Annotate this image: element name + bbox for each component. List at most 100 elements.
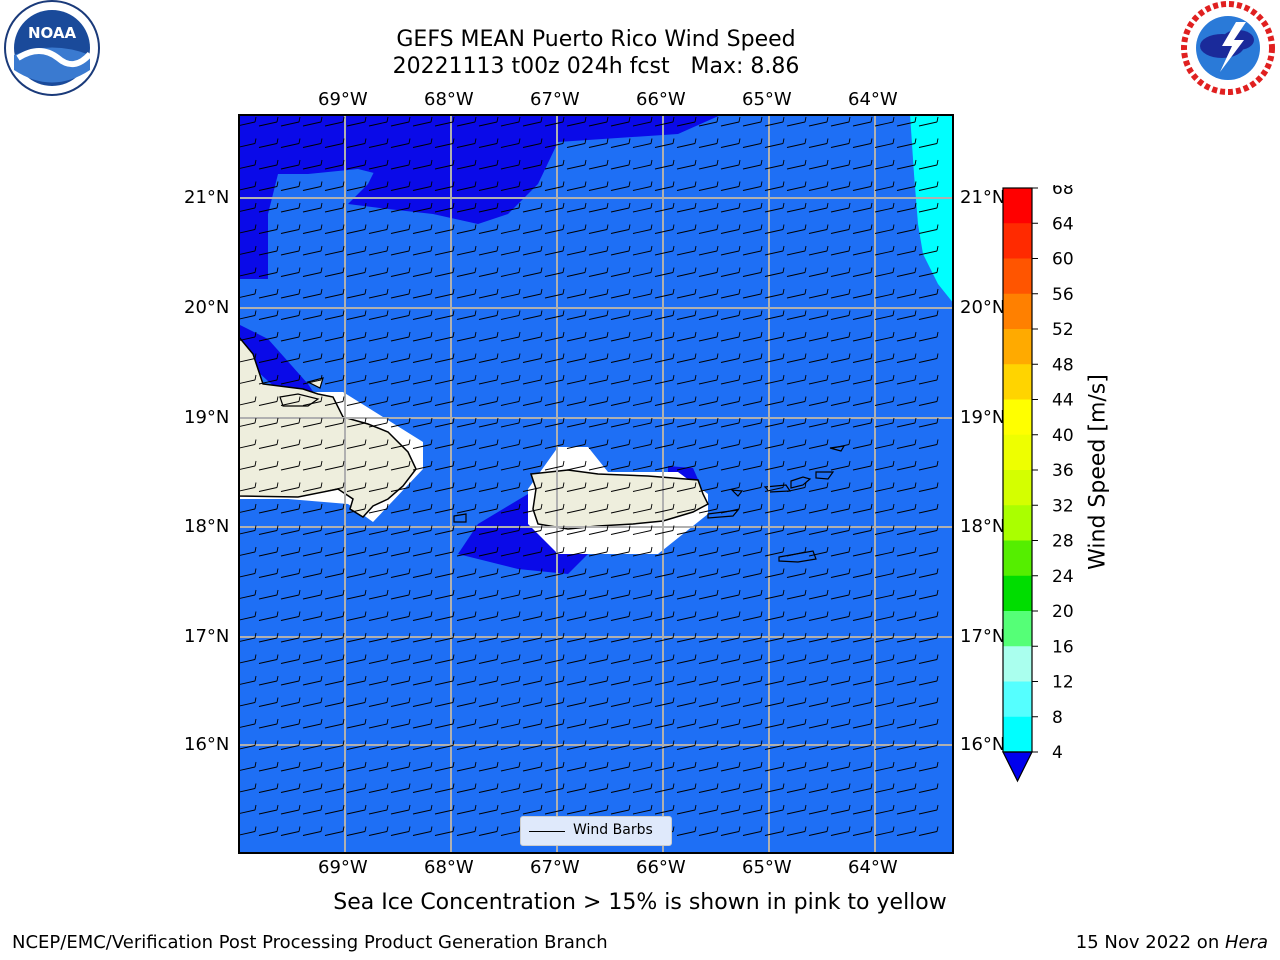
wind-barb <box>412 740 433 750</box>
wind-barb <box>786 654 807 664</box>
wind-barb <box>676 503 697 514</box>
wind-barb <box>874 267 895 277</box>
wind-barb <box>786 632 807 643</box>
wind-barb <box>390 181 411 191</box>
wind-barb <box>654 761 675 772</box>
wind-barb <box>654 224 675 234</box>
wind-barb <box>456 374 477 385</box>
wind-barb <box>720 525 741 535</box>
wind-barb <box>742 417 763 428</box>
wind-barb <box>830 589 851 600</box>
wind-barb <box>808 718 829 729</box>
wind-barb <box>896 826 917 836</box>
wind-barb <box>742 245 763 256</box>
wind-barb <box>302 525 323 535</box>
lon-label-bottom: 69°W <box>318 857 368 878</box>
wind-barb <box>610 331 631 342</box>
wind-barb <box>830 611 851 621</box>
wind-barb <box>698 697 719 707</box>
wind-barb <box>500 159 521 170</box>
wind-barb <box>522 159 543 170</box>
wind-barb <box>368 116 389 127</box>
wind-barb <box>698 374 719 385</box>
wind-barb <box>280 417 301 428</box>
wind-barb <box>588 288 609 299</box>
wind-barb <box>500 783 521 793</box>
wind-barb <box>720 159 741 170</box>
wind-barb <box>566 740 587 750</box>
wind-barb <box>412 396 433 406</box>
wind-barb <box>522 417 543 428</box>
wind-barb <box>676 116 697 127</box>
wind-barb <box>434 353 455 363</box>
wind-barb <box>918 245 939 256</box>
wind-barb <box>654 202 675 213</box>
lon-label-bottom: 66°W <box>636 857 686 878</box>
wind-barb <box>368 353 389 363</box>
wind-barb <box>456 589 477 600</box>
wind-barb <box>258 417 279 428</box>
colorbar-segment <box>1003 505 1032 541</box>
wind-barb <box>390 460 411 471</box>
wind-barb <box>522 288 543 299</box>
wind-barb <box>346 697 367 707</box>
wind-barb <box>280 525 301 535</box>
wind-barb <box>280 202 301 213</box>
graticule <box>238 114 954 854</box>
wind-barb <box>258 589 279 600</box>
wind-barb <box>390 202 411 213</box>
wind-barb <box>786 611 807 621</box>
wind-barb <box>478 826 499 836</box>
wind-barb <box>566 374 587 385</box>
wind-barb <box>566 654 587 664</box>
wind-barb <box>720 224 741 234</box>
wind-barb <box>390 482 411 492</box>
wind-barb <box>280 482 301 492</box>
wind-barb <box>852 654 873 664</box>
wind-barb <box>786 181 807 191</box>
wind-barb <box>566 761 587 772</box>
wind-barb <box>786 138 807 148</box>
wind-barb <box>654 159 675 170</box>
colorbar-segment <box>1003 575 1032 612</box>
wind-barb <box>698 439 719 449</box>
wind-barb <box>346 568 367 578</box>
wind-barb <box>346 181 367 191</box>
wind-barb <box>610 353 631 363</box>
wind-barb <box>280 546 301 557</box>
wind-barb <box>918 202 939 213</box>
wind-barb <box>302 697 323 707</box>
wind-barb <box>654 417 675 428</box>
wind-barb <box>478 718 499 729</box>
wind-barb <box>522 740 543 750</box>
wind-barb <box>412 546 433 557</box>
wind-barb <box>302 632 323 643</box>
wind-barb <box>280 783 301 793</box>
wind-barb <box>478 482 499 492</box>
wind-barb <box>786 482 807 492</box>
wind-barb <box>786 675 807 686</box>
wind-barb <box>852 396 873 406</box>
wind-barb <box>676 654 697 664</box>
wind-barb <box>522 353 543 363</box>
wind-barb <box>676 761 697 772</box>
wind-barb <box>588 331 609 342</box>
wind-barb <box>676 181 697 191</box>
wind-barb <box>676 804 697 815</box>
wind-barb <box>676 310 697 320</box>
wind-barb <box>676 460 697 471</box>
wind-barb <box>544 718 565 729</box>
chart-title-line2: 20221113 t00z 024h fcst Max: 8.86 <box>392 54 800 79</box>
wind-barb <box>632 804 653 815</box>
wind-barb <box>500 331 521 342</box>
wind-barb <box>698 267 719 277</box>
wind-barb <box>566 138 587 148</box>
wind-barb <box>544 396 565 406</box>
wind-barb <box>654 482 675 492</box>
wind-barb <box>852 525 873 535</box>
wind-barb <box>808 267 829 277</box>
wind-barb <box>830 783 851 793</box>
wind-barb <box>742 202 763 213</box>
wind-barb <box>478 181 499 191</box>
wind-barb <box>500 267 521 277</box>
